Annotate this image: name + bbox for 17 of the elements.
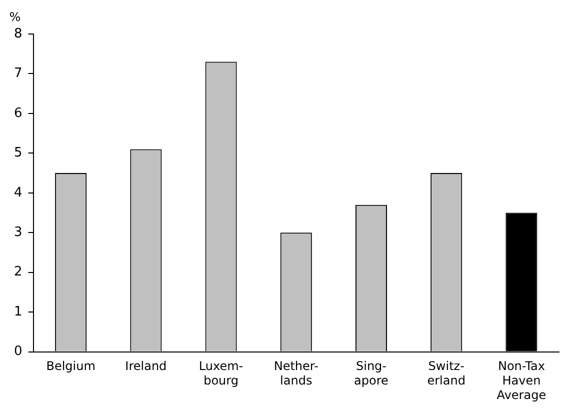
y-tick-label: 0: [14, 344, 22, 360]
y-tick-label: 6: [14, 106, 22, 121]
y-tick-label: 2: [14, 264, 22, 280]
y-tick-label: 7: [14, 66, 22, 82]
y-tick-label: 5: [14, 146, 22, 161]
x-tick-label: Luxem- bourg: [198, 359, 244, 388]
y-axis-title: %: [9, 10, 21, 24]
y-tick-label: 4: [14, 185, 22, 200]
x-tick-label: Belgium: [46, 359, 96, 374]
x-tick-label: Non-Tax Haven Average: [496, 359, 546, 402]
x-tick-label: Nether- lands: [274, 359, 318, 388]
x-tick-label: Sing- apore: [354, 359, 388, 388]
x-tick-label: Ireland: [125, 359, 167, 374]
y-tick-label: 8: [14, 26, 22, 42]
y-tick-label: 3: [14, 225, 22, 240]
y-tick-label: 1: [14, 304, 22, 320]
x-tick-label: Switz- erland: [427, 359, 466, 388]
